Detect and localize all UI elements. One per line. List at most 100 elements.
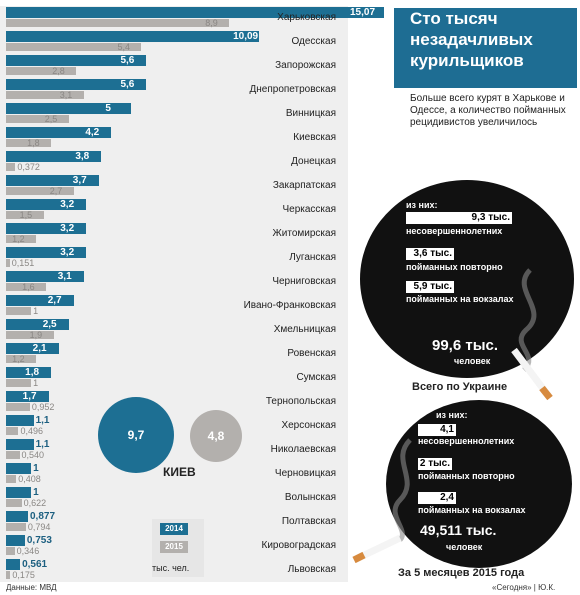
region-label: Тернопольская (265, 396, 336, 407)
bar-2015 (6, 547, 15, 555)
period-minors-label: несовершеннолетних (418, 436, 515, 446)
value-2015-label: 1 (33, 306, 39, 316)
value-2015-label: 1,5 (19, 210, 33, 220)
subtitle: Больше всего курят в Харьковe и Одессе, … (410, 93, 566, 128)
bar-row (0, 438, 348, 462)
period-head: из них: (436, 410, 468, 420)
value-2015-label: 0,794 (27, 522, 51, 532)
total-head: из них: (406, 200, 438, 210)
legend-unit: тыс. чел. (152, 563, 190, 573)
bar-2014 (6, 223, 87, 234)
bar-2014 (6, 391, 49, 402)
total-minors-label: несовершеннолетних (406, 226, 503, 236)
region-label: Винницкая (285, 108, 336, 119)
value-2014-label: 1,8 (25, 367, 40, 378)
bar-2015 (6, 331, 54, 339)
region-label: Запорожская (275, 60, 336, 71)
period-circle (386, 400, 572, 568)
period-station-label: пойманных на вокзалах (418, 505, 526, 515)
period-caption: За 5 месяцев 2015 года (398, 567, 525, 579)
value-2015-label: 0,151 (11, 258, 35, 268)
region-label: Волынская (284, 492, 336, 503)
value-2014-label: 5,6 (120, 79, 135, 90)
bar-2015 (6, 451, 20, 459)
value-2014-label: 4,2 (85, 127, 100, 138)
bar-2014 (6, 55, 147, 66)
total-repeat-label: пойманных повторно (406, 262, 503, 272)
total-unit: человек (454, 356, 491, 366)
region-label: Черниговская (272, 276, 336, 287)
value-2015-label: 1 (33, 378, 39, 388)
total-caption: Всего по Украине (412, 381, 508, 393)
bar-2014 (6, 79, 147, 90)
value-2014-label: 15,07 (350, 7, 376, 18)
region-label: Ровенская (287, 348, 336, 359)
value-2014-label: 3,1 (57, 271, 72, 282)
bar-2014 (6, 247, 87, 258)
region-label: Одесская (291, 36, 336, 47)
period-unit: человек (446, 542, 483, 552)
bar-2014 (6, 127, 112, 138)
bar-2014 (6, 7, 384, 18)
value-2014-label: 3,7 (72, 175, 87, 186)
bar-2015 (6, 19, 230, 27)
page-title: Сто тысяч незадачливых курильщиков (410, 9, 533, 70)
bar-2014 (6, 175, 99, 186)
bar-2015 (6, 427, 19, 435)
cigarette-icon (352, 438, 412, 564)
value-2015-label: 2,7 (49, 186, 63, 196)
bar-2014 (6, 559, 21, 570)
cigarette-icon (511, 268, 553, 401)
value-2015-label: 2,5 (44, 114, 58, 124)
value-2015-label: 0,622 (23, 498, 47, 508)
value-2014-label: 0,877 (29, 511, 56, 522)
period-station-value: 2,4 тыс. (418, 492, 456, 514)
value-2014-label: 2,5 (42, 319, 57, 330)
bar-2014 (6, 439, 34, 450)
value-2014-label: 5 (105, 103, 111, 114)
total-minors-value: 9,3 тыс. (406, 212, 512, 224)
bar-2015 (6, 187, 74, 195)
total-repeat-value: 3,6 тыс. (406, 248, 454, 260)
region-label: Ивано-Франковская (243, 300, 336, 311)
value-2015-label: 0,540 (21, 450, 45, 460)
value-2014-label: 1,1 (35, 415, 50, 426)
credit-note: «Сегодня» | Ю.К. (492, 583, 556, 592)
bar-2015 (6, 235, 37, 243)
region-label: Луганская (289, 252, 336, 263)
value-2015-label: 1,6 (22, 282, 35, 292)
bar-2014 (6, 415, 34, 426)
period-value: 49,511 тыс. (420, 522, 497, 538)
value-2014-label: 2,7 (47, 295, 62, 306)
bar-2015 (6, 355, 37, 363)
bar-2015 (6, 475, 17, 483)
kiev-2014-bubble: 9,7 (98, 397, 174, 473)
bar-2015 (6, 67, 77, 75)
bar-row (0, 390, 348, 414)
value-2014-label: 3,8 (75, 151, 90, 162)
source-note: Данные: МВД (6, 583, 57, 592)
value-2014-label: 1 (33, 487, 39, 498)
period-repeat-value: 2 тыс. (418, 458, 452, 470)
bar-2014 (6, 295, 74, 306)
region-label: Киевская (293, 132, 336, 143)
value-2014-label: 3,2 (60, 247, 75, 258)
total-value: 99,6 тыс. (432, 337, 499, 354)
bar-2015 (6, 307, 32, 315)
bar-2014 (6, 31, 260, 42)
bar-2015 (6, 211, 44, 219)
bar-2015 (6, 163, 16, 171)
kiev-2015-bubble: 4,8 (190, 410, 242, 462)
bar-row (0, 366, 348, 390)
bar-2014 (6, 199, 87, 210)
value-2014-label: 5,6 (120, 55, 135, 66)
region-label: Черновицкая (274, 468, 336, 479)
period-minors-value: 4,1 тыс. (418, 424, 456, 446)
bar-2015 (6, 523, 26, 531)
bar-2015 (6, 379, 32, 387)
bar-2015 (6, 115, 69, 123)
value-2015-label: 1,2 (12, 354, 25, 364)
bar-2014 (6, 535, 25, 546)
bar-2014 (6, 343, 59, 354)
bar-2014 (6, 103, 132, 114)
